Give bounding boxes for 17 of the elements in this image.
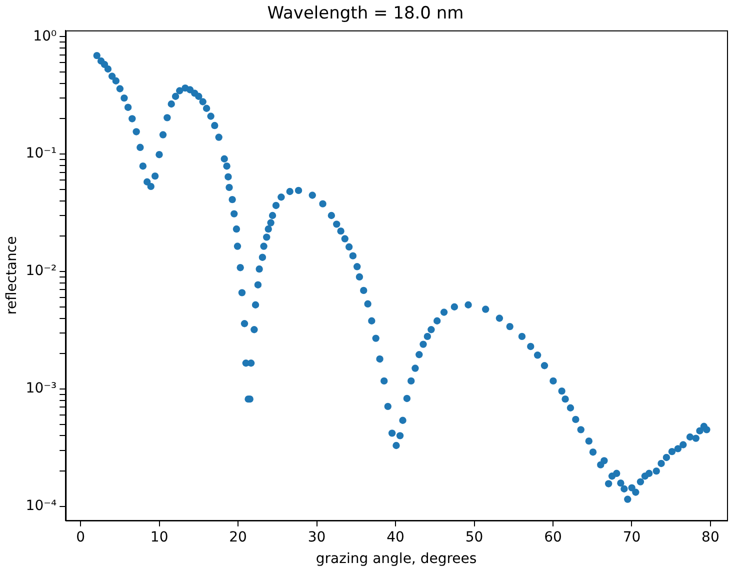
y-tick-label: 10⁰ [33, 28, 57, 44]
x-tick-label: 20 [229, 529, 247, 546]
y-tick-label: 10⁻¹ [26, 146, 57, 162]
x-tick-label: 30 [308, 529, 326, 546]
x-tick-label: 60 [544, 529, 562, 546]
x-tick-label: 40 [386, 529, 404, 546]
x-tick-label: 50 [465, 529, 484, 546]
x-tick-label: 80 [702, 529, 720, 546]
chart-title: Wavelength = 18.0 nm [267, 4, 464, 24]
y-axis-title: reflectance [4, 236, 20, 315]
x-tick-label: 0 [76, 529, 86, 546]
x-tick-label: 70 [622, 529, 641, 546]
y-tick-label: 10⁻² [26, 263, 57, 280]
y-tick-label: 10⁻⁴ [26, 498, 57, 514]
y-tick-label: 10⁻³ [26, 380, 57, 397]
x-axis-title: grazing angle, degrees [316, 551, 477, 568]
x-tick-label: 10 [150, 529, 168, 546]
